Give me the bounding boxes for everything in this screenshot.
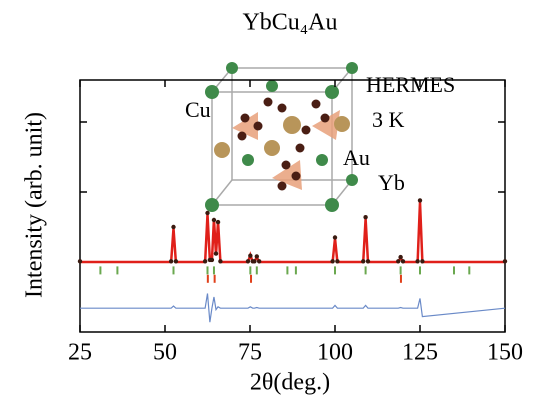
observed-point xyxy=(333,235,337,239)
cu-atom xyxy=(312,100,321,109)
cu-atom xyxy=(282,161,291,170)
observed-point xyxy=(78,259,82,263)
observed-point xyxy=(401,259,405,263)
observed-point xyxy=(252,259,256,263)
yb-atom xyxy=(242,154,254,166)
observed-point xyxy=(203,259,207,263)
y-axis-label: Intensity (arb. unit) xyxy=(22,112,48,298)
cu-atom xyxy=(278,104,287,113)
observed-point xyxy=(210,258,214,262)
cu-atom xyxy=(292,172,301,181)
annotation: HERMES xyxy=(366,72,455,97)
annotation: Cu xyxy=(185,97,211,122)
observed-point xyxy=(216,220,220,224)
yb-atom xyxy=(266,80,278,92)
observed-point xyxy=(330,259,334,263)
observed-point xyxy=(171,225,175,229)
cu-atom xyxy=(254,122,263,131)
x-tick-label: 25 xyxy=(68,340,92,366)
yb-atom xyxy=(226,62,238,74)
observed-point xyxy=(503,259,507,263)
chart-title: YbCu₄Au xyxy=(242,10,337,36)
observed-point xyxy=(257,259,261,263)
annotation: Yb xyxy=(378,170,405,195)
observed-point xyxy=(248,254,252,258)
observed-point xyxy=(246,259,250,263)
yb-atom xyxy=(346,62,358,74)
cu-atom xyxy=(302,126,311,135)
yb-atom xyxy=(325,198,339,212)
calculated-line xyxy=(80,202,505,262)
x-axis-label: 2θ(deg.) xyxy=(250,370,330,396)
yb-atom xyxy=(205,198,219,212)
chart: YbCu₄Au 2θ(deg.) Intensity (arb. unit) xyxy=(0,0,537,405)
cu-atom xyxy=(238,132,247,141)
cu-atom xyxy=(264,98,273,107)
observed-point xyxy=(174,259,178,263)
observed-point xyxy=(366,259,370,263)
observed-point xyxy=(212,218,216,222)
x-tick-label: 75 xyxy=(238,340,262,366)
cu-atom xyxy=(241,114,250,123)
yb-atom xyxy=(346,174,358,186)
cu-atom xyxy=(296,144,305,153)
au-atom xyxy=(264,140,280,156)
cu-atom xyxy=(278,182,287,191)
observed-point xyxy=(205,211,209,215)
yb-atom xyxy=(325,85,339,99)
annotation: Au xyxy=(343,145,370,170)
observed-point xyxy=(363,215,367,219)
observed-point xyxy=(361,259,365,263)
x-tick-label: 100 xyxy=(317,340,353,366)
observed-point xyxy=(335,259,339,263)
yb-atom xyxy=(316,154,328,166)
observed-point xyxy=(218,259,222,263)
observed-point xyxy=(396,259,400,263)
au-atom xyxy=(334,116,350,132)
observed-point xyxy=(418,198,422,202)
x-tick-label: 125 xyxy=(402,340,438,366)
observed-point xyxy=(255,254,259,258)
cu-atom xyxy=(321,114,330,123)
x-tick-label: 150 xyxy=(487,340,523,366)
observed-point xyxy=(169,259,173,263)
observed-point xyxy=(398,255,402,259)
x-tick-label: 50 xyxy=(153,340,177,366)
observed-point xyxy=(420,259,424,263)
annotation: 3 K xyxy=(372,107,405,132)
au-atom xyxy=(283,116,301,134)
au-atom xyxy=(214,142,230,158)
observed-point xyxy=(214,251,218,255)
observed-point xyxy=(415,259,419,263)
difference-line xyxy=(80,294,505,323)
